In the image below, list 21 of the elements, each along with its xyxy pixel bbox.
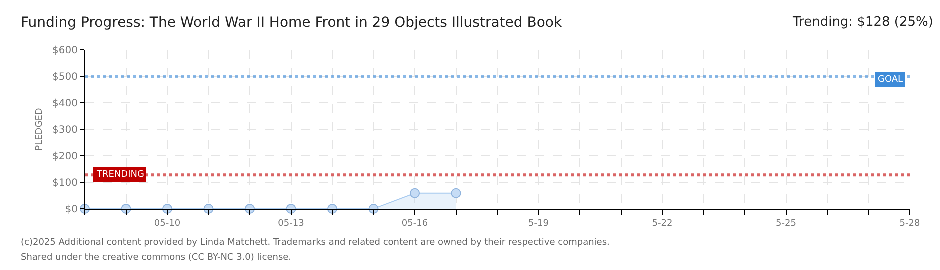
y-tick-label: $0 xyxy=(65,204,78,216)
ref-line-label: GOAL xyxy=(878,75,904,85)
y-tick-label: $300 xyxy=(52,125,78,136)
x-tick-label: 05-13 xyxy=(278,218,304,229)
chart-title: Funding Progress: The World War II Home Front in 29 Objects Illustrated Book xyxy=(21,15,563,31)
x-tick-label: 5-19 xyxy=(528,218,550,229)
x-tick-label: 5-22 xyxy=(652,218,673,229)
x-tick-label: 5-28 xyxy=(900,218,920,229)
text: (c)2025 Additional content provided by Linda Matchett. Trademarks and related content are owned by their respective companies. xyxy=(21,238,610,248)
x-tick-label: 5-25 xyxy=(776,218,796,229)
y-tick-label: $100 xyxy=(52,178,78,189)
y-tick-label: $200 xyxy=(52,152,78,162)
y-tick-label: $500 xyxy=(52,72,78,83)
y-axis-title: PLEDGED xyxy=(34,108,45,151)
x-tick-label: 05-10 xyxy=(154,218,181,229)
y-tick-label: $400 xyxy=(52,98,78,110)
x-tick-label: 05-16 xyxy=(402,218,428,229)
y-tick-label: $600 xyxy=(52,46,78,56)
ref-line-label: TRENDING xyxy=(96,170,144,180)
text: Shared under the creative commons (CC BY-NC 3.0) license. xyxy=(21,253,292,263)
chart-subtitle: Trending: $128 (25%) xyxy=(792,15,934,30)
